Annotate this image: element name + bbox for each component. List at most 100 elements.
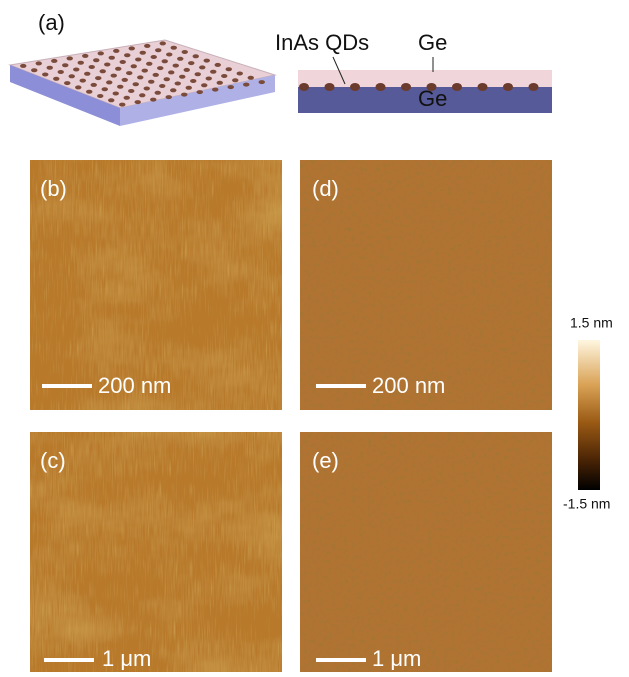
quantum-dot [142,69,148,73]
quantum-dot [166,95,172,99]
quantum-dot [182,50,188,54]
panel-label: (d) [312,176,339,201]
quantum-dot [98,51,104,55]
quantum-dot [173,64,179,68]
quantum-dot [135,100,141,104]
quantum-dot [179,75,185,79]
colorbar-min: -1.5 nm [563,496,610,512]
quantum-dot [53,77,59,81]
quantum-dot [58,70,64,74]
quantum-dot [204,59,210,63]
quantum-dot [228,85,234,89]
quantum-dot [126,71,132,75]
quantum-dot [106,80,112,84]
panel-label: (e) [312,448,339,473]
quantum-dot [177,57,183,61]
panel-label: (b) [40,176,67,201]
quantum-dot [237,72,243,76]
quantum-dot [148,80,154,84]
quantum-dot [170,88,176,92]
quantum-dot [193,54,199,58]
quantum-dot [217,81,223,85]
panel-label: (a) [38,10,65,35]
quantum-dot [259,80,265,84]
cap-label: Ge [418,30,447,55]
quantum-dot [100,69,106,73]
quantum-dot [89,65,95,69]
colorbar-max: 1.5 nm [570,315,613,331]
quantum-dot [137,75,143,79]
quantum-dot [133,82,139,86]
quantum-dot [151,55,157,59]
quantum-dot [51,59,57,63]
quantum-dot [144,87,150,91]
colorbar [578,340,600,490]
qd-label: InAs QDs [275,30,369,55]
quantum-dot [140,51,146,55]
quantum-dot [113,92,119,96]
quantum-dot [401,83,411,91]
quantum-dot [67,56,73,60]
scale-label: 200 nm [98,373,171,398]
quantum-dot [221,74,227,78]
quantum-dot [376,83,386,91]
quantum-dot [113,49,119,53]
quantum-dot [503,83,513,91]
quantum-dot [115,67,121,71]
quantum-dot [42,73,48,77]
quantum-dot [155,48,161,52]
quantum-dot [350,83,360,91]
quantum-dot [109,56,115,60]
quantum-dot [184,68,190,72]
quantum-dot [93,58,99,62]
quantum-dot [166,53,172,57]
quantum-dot [210,70,216,74]
quantum-dot [155,91,161,95]
quantum-dot [325,83,335,91]
quantum-dot [91,83,97,87]
quantum-dot [195,72,201,76]
quantum-dot [478,83,488,91]
quantum-dot [150,98,156,102]
quantum-dot [181,93,187,97]
quantum-dot [171,46,177,50]
quantum-dot [80,79,86,83]
quantum-dot [95,76,101,80]
quantum-dot [73,68,79,72]
quantum-dot [84,72,90,76]
slab-3d [10,40,275,126]
figure: (a) InAs QDs Ge Ge (b) 200 nm (d) 200 nm… [0,0,629,677]
quantum-dot [186,86,192,90]
quantum-dot [64,81,70,85]
quantum-dot [190,79,196,83]
quantum-dot [164,77,170,81]
quantum-dot [131,64,137,68]
quantum-dot [120,60,126,64]
quantum-dot [78,61,84,65]
quantum-dot [206,77,212,81]
quantum-dot [188,61,194,65]
quantum-dot [159,84,165,88]
scale-label: 1 μm [372,646,421,671]
quantum-dot [135,58,141,62]
quantum-dot [157,66,163,70]
quantum-dot [122,78,128,82]
quantum-dot [31,68,37,72]
panel-label: (c) [40,448,66,473]
quantum-dot [529,83,539,91]
quantum-dot [111,74,117,78]
scale-label: 1 μm [102,646,151,671]
quantum-dot [129,46,135,50]
quantum-dot [168,70,174,74]
quantum-dot [124,53,130,57]
quantum-dot [82,54,88,58]
quantum-dot [75,85,81,89]
quantum-dot [146,62,152,66]
quantum-dot [86,90,92,94]
quantum-dot [36,61,42,65]
quantum-dot [104,63,110,67]
scale-label: 200 nm [372,373,445,398]
quantum-dot [128,89,134,93]
quantum-dot [215,63,221,67]
quantum-dot [69,74,75,78]
